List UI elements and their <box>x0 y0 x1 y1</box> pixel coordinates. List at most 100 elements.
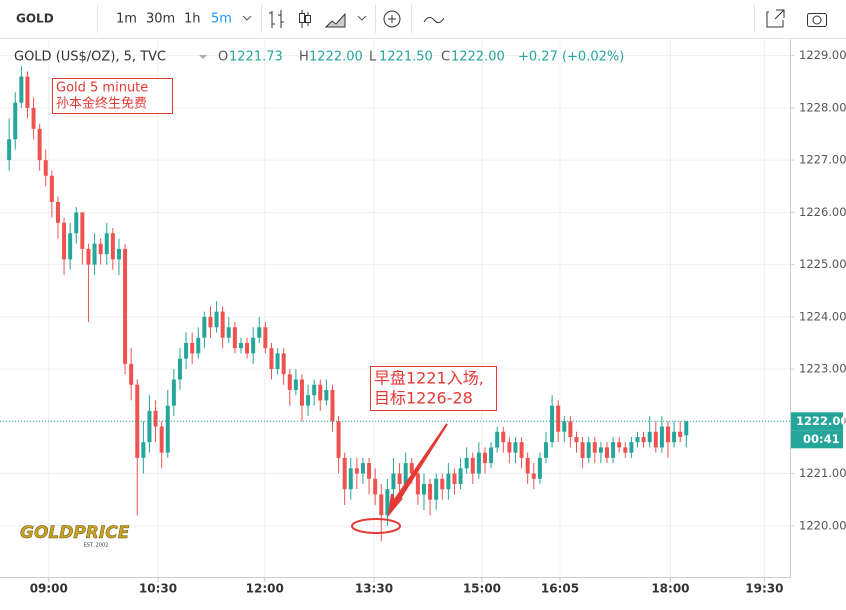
x-tick-label: 09:00 <box>30 582 68 596</box>
area-icon[interactable] <box>324 12 346 28</box>
candle-body <box>604 447 609 458</box>
chevron[interactable] <box>242 15 252 21</box>
x-tick-label: 18:00 <box>651 582 689 596</box>
popout-icon[interactable] <box>766 9 785 28</box>
candle-body <box>275 353 280 370</box>
candle-body <box>238 342 243 349</box>
candle-body <box>678 431 683 437</box>
annotation-text: 早盘1221入场, <box>374 369 484 388</box>
bars-icon[interactable] <box>269 10 284 28</box>
interval-active[interactable]: 5m <box>211 12 232 27</box>
candle-body <box>409 463 414 474</box>
candle-body <box>470 457 475 474</box>
candle-body <box>385 489 390 516</box>
candle-body <box>531 473 536 479</box>
x-tick-label: 13:30 <box>355 582 393 596</box>
candle-body <box>92 243 97 265</box>
candle-body <box>208 316 213 328</box>
indicators-icon[interactable] <box>383 10 401 28</box>
candle-body <box>74 212 79 234</box>
candle-body <box>196 337 201 354</box>
candle-body <box>159 426 164 453</box>
candle-body <box>62 222 67 260</box>
candle-body <box>348 468 353 490</box>
candle-body <box>373 478 378 495</box>
candle-body <box>110 233 115 260</box>
candle-body <box>513 442 518 453</box>
candle-body <box>647 431 652 443</box>
ohlc-key: C <box>441 50 450 65</box>
candle-body <box>611 442 616 458</box>
candle-body <box>464 457 469 469</box>
candle-body <box>135 384 140 458</box>
candle-body <box>220 311 225 338</box>
candle-body <box>574 436 579 443</box>
candle-body <box>617 442 622 448</box>
candle-body <box>116 248 121 260</box>
candle-body <box>49 175 54 202</box>
chevron[interactable] <box>357 15 367 21</box>
y-tick-label: 1225.00 <box>799 257 846 271</box>
chevron[interactable] <box>199 55 207 59</box>
candle-body <box>330 389 335 422</box>
candle-body <box>440 478 445 490</box>
candle-body <box>269 348 274 370</box>
candle-body <box>452 473 457 484</box>
candle-body <box>55 201 60 223</box>
ohlc-key: H <box>299 50 309 65</box>
candle-body <box>354 468 359 474</box>
candle-body <box>123 248 128 364</box>
candle-body <box>281 353 286 375</box>
candle-body <box>257 327 262 338</box>
interval[interactable]: 1m <box>116 12 137 27</box>
candle-body <box>202 316 207 338</box>
candle-body <box>629 442 634 453</box>
snapshot-icon[interactable] <box>807 13 827 27</box>
candle-body <box>428 483 433 500</box>
candle-body <box>263 327 268 349</box>
annotation-text: 目标1226-28 <box>374 389 473 408</box>
candle-body <box>367 463 372 479</box>
candle-body <box>226 327 231 338</box>
candle-body <box>434 478 439 500</box>
candle-body <box>586 442 591 458</box>
compare-icon[interactable] <box>423 16 445 24</box>
candle-body <box>397 473 402 484</box>
ohlc-value: 1222.00 <box>451 50 505 65</box>
candle-body <box>598 447 603 453</box>
candle-body <box>184 342 189 359</box>
countdown-tag <box>791 430 843 449</box>
candle-body <box>501 431 506 443</box>
candle-body <box>592 442 597 453</box>
candle-body <box>31 107 36 129</box>
highlight-ellipse <box>351 518 401 534</box>
x-tick-label: 15:00 <box>463 582 501 596</box>
candle-body <box>165 405 170 453</box>
y-tick-label: 1224.00 <box>799 309 846 323</box>
candle-body <box>25 76 30 108</box>
ohlc-value: 1221.50 <box>379 50 433 65</box>
annotation-box <box>370 366 497 411</box>
candle-body <box>623 447 628 453</box>
candle-body <box>684 421 689 436</box>
candle-body <box>293 379 298 390</box>
candle-body <box>391 473 396 490</box>
candle-body <box>379 494 384 516</box>
interval[interactable]: 30m <box>146 12 175 27</box>
candle-body <box>324 389 329 401</box>
snapshot-icon <box>812 15 822 25</box>
symbol[interactable]: GOLD <box>16 12 54 26</box>
interval[interactable]: 1h <box>184 12 201 27</box>
candle-body <box>489 447 494 464</box>
candle-body <box>129 363 134 385</box>
logo-tagline: EST. 2002 <box>84 543 109 549</box>
last-price-label: 1222.00 <box>796 414 846 428</box>
candle-body <box>641 436 646 443</box>
candle-body <box>458 468 463 484</box>
candles-icon <box>299 13 305 23</box>
ohlc-value: 1221.73 <box>229 50 283 65</box>
candle-body <box>312 384 317 396</box>
candle-body <box>306 395 311 406</box>
y-tick-label: 1228.00 <box>799 100 846 114</box>
